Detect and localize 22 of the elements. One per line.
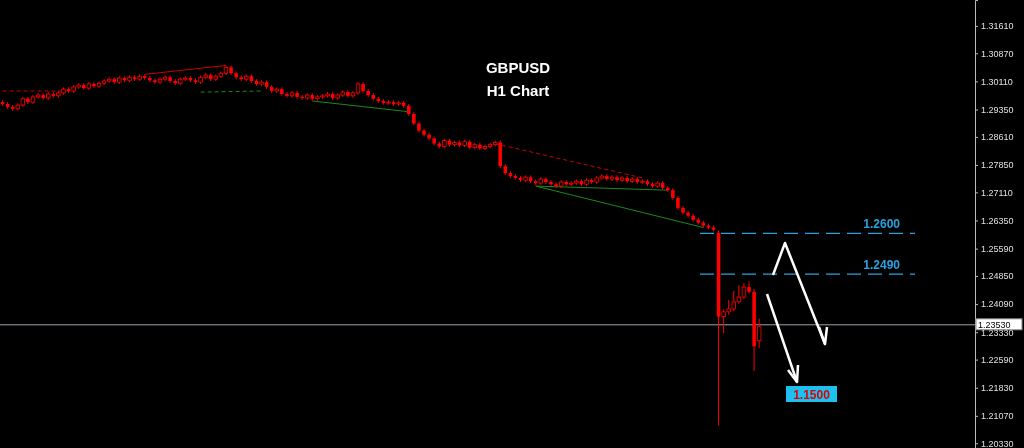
y-tick-label: 1.23330	[981, 327, 1014, 338]
y-tick-label: 1.31610	[981, 21, 1014, 32]
y-tick-label: 1.30870	[981, 48, 1014, 59]
y-tick-label: 1.30110	[981, 76, 1013, 87]
y-tick-label: 1.22590	[981, 354, 1014, 365]
y-tick-label: 1.28610	[981, 132, 1014, 143]
y-tick-label: 1.24090	[981, 299, 1014, 310]
y-tick-label: 1.27850	[981, 160, 1014, 171]
annotation: 1.1500	[793, 387, 831, 402]
ref-line-label: 1.23530	[978, 319, 1011, 330]
y-tick-label: 1.20330	[981, 438, 1014, 448]
ref-line-label: 1.2490	[863, 258, 901, 273]
y-tick-label: 1.26350	[981, 215, 1014, 226]
y-tick-label: 1.25590	[981, 243, 1014, 254]
ref-line-label: 1.2600	[863, 217, 901, 232]
y-tick-label: 1.21830	[981, 383, 1014, 394]
text: GBPUSD	[485, 59, 551, 76]
y-tick-label: 1.27110	[981, 187, 1013, 198]
y-tick-label: 1.29350	[981, 104, 1014, 115]
y-tick-label: 1.24850	[981, 271, 1014, 282]
y-tick-label: 1.21070	[981, 411, 1014, 422]
text: H1 Chart	[486, 82, 550, 99]
